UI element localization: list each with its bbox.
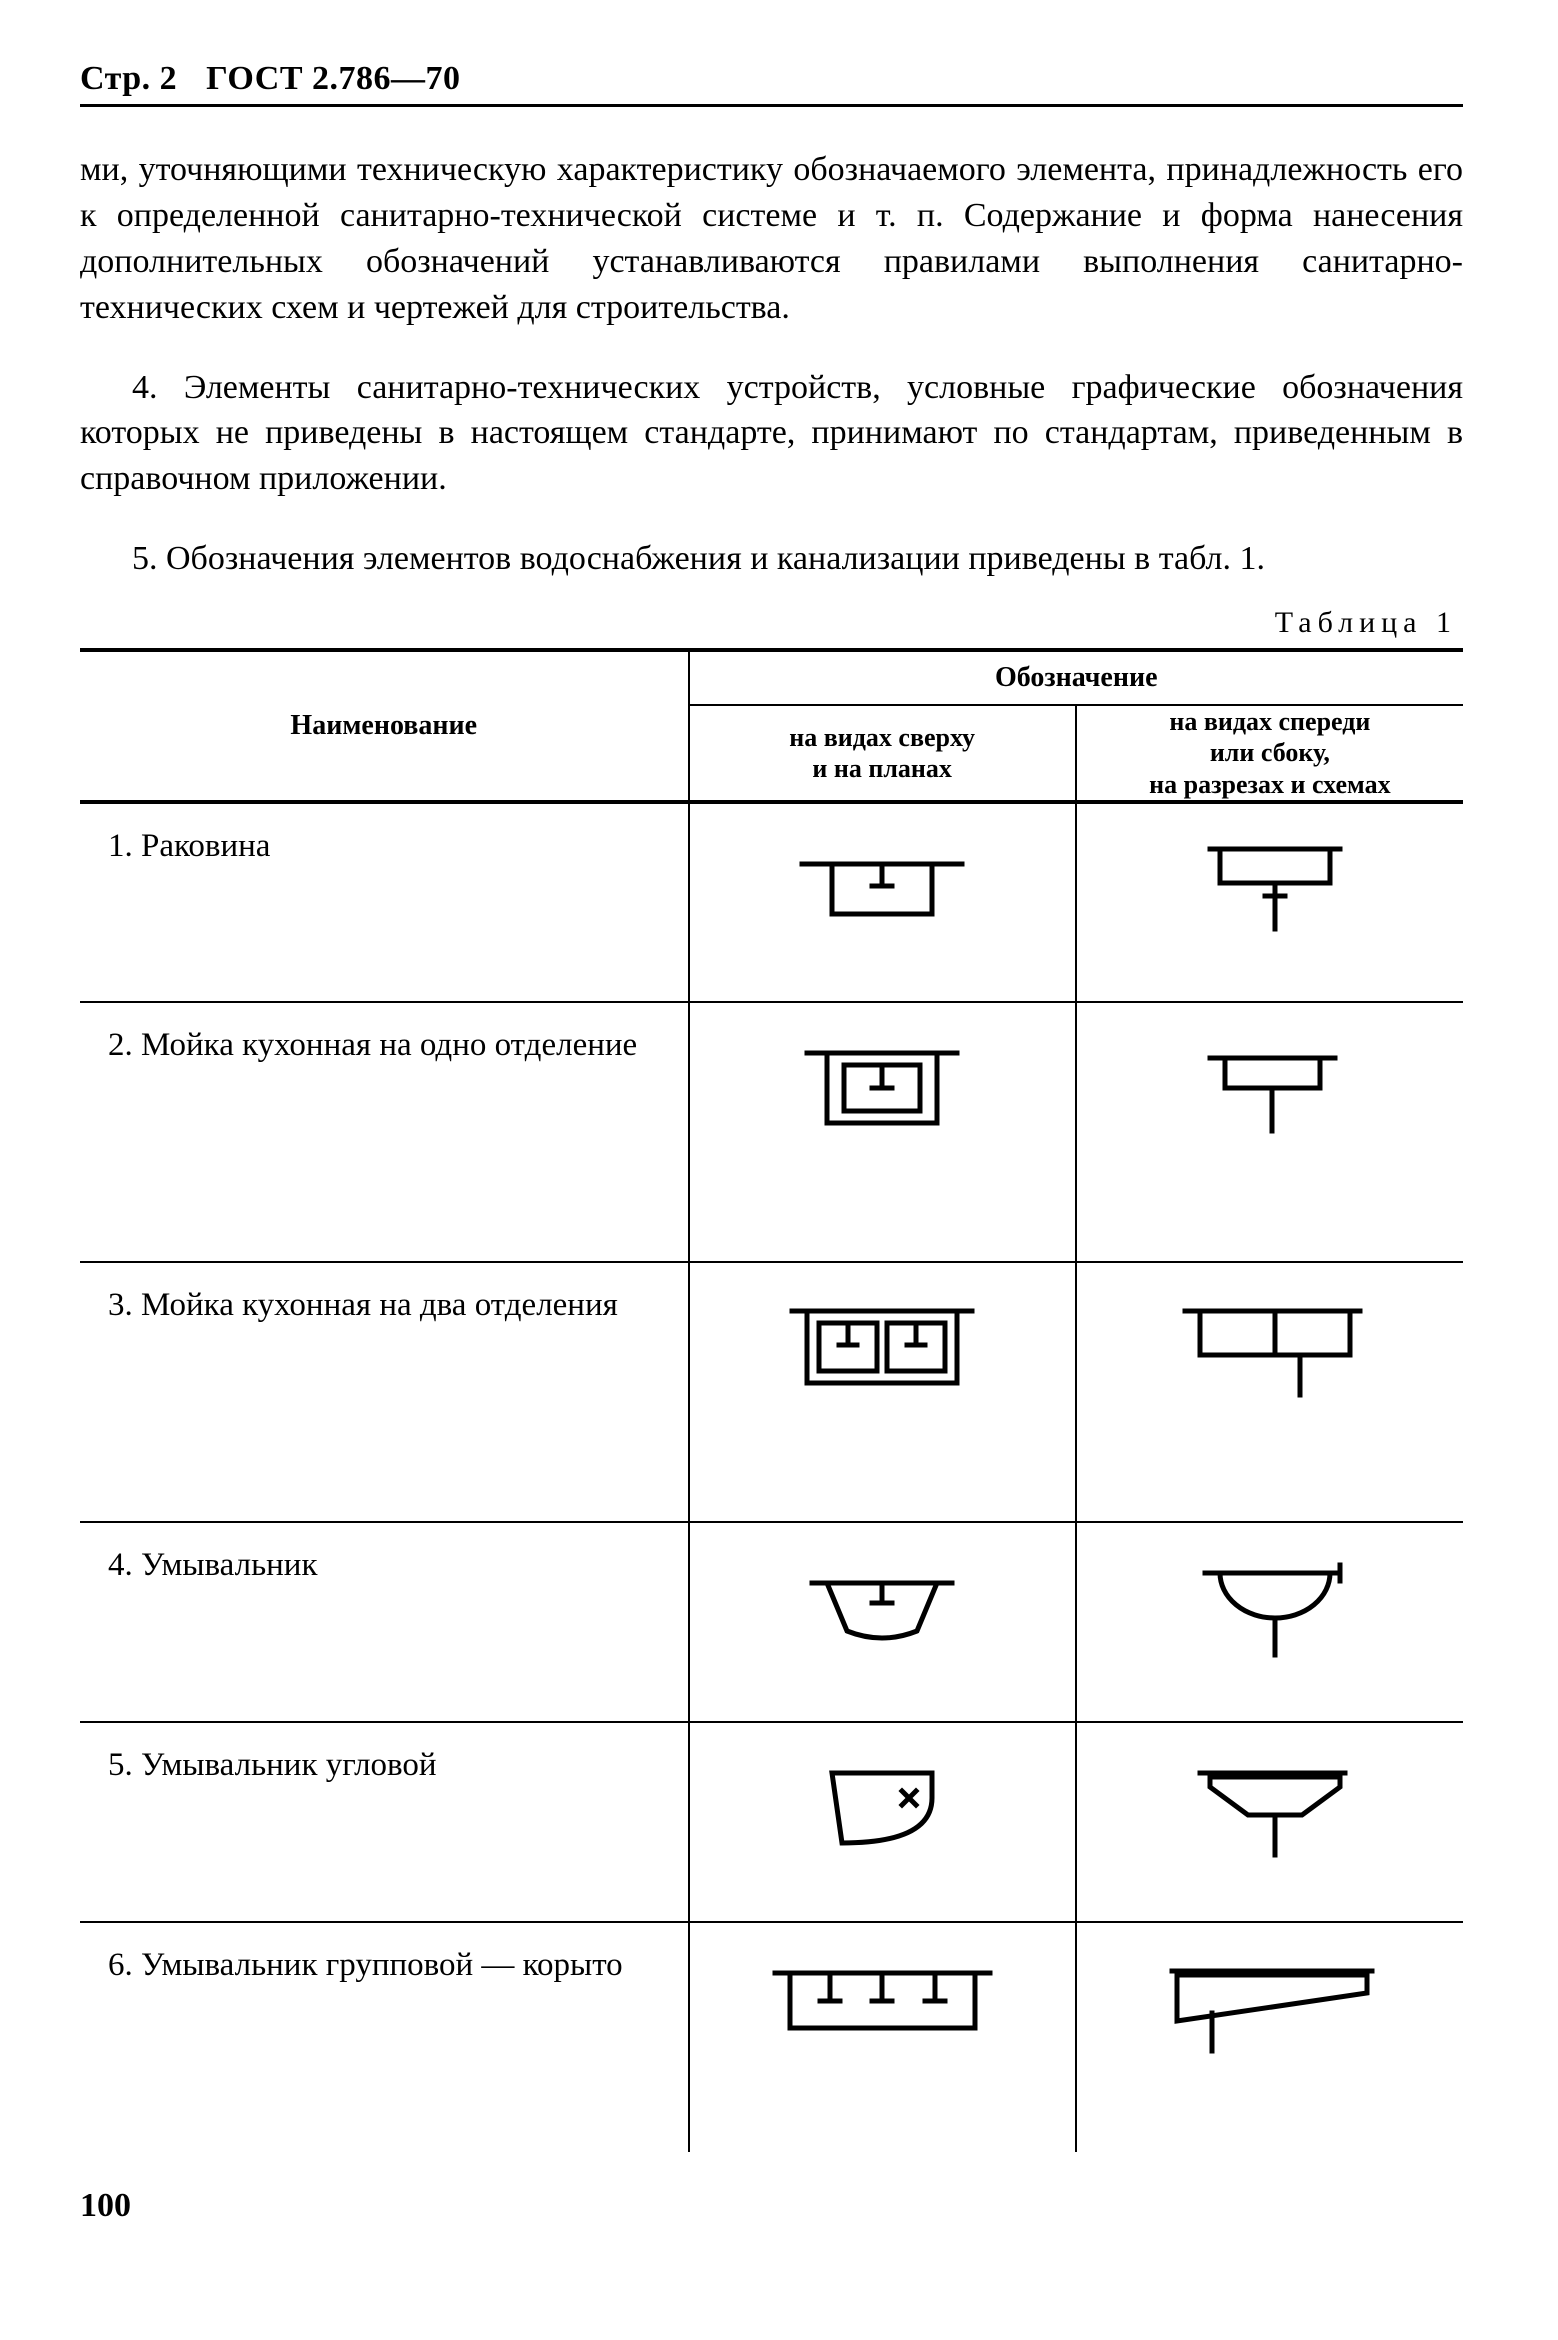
cell-name: 1. Раковина [80, 802, 689, 1002]
cell-plan-symbol [689, 1002, 1076, 1262]
cell-plan-symbol [689, 1722, 1076, 1922]
paragraph-2: 4. Элементы санитарно-технических устрой… [80, 365, 1463, 503]
cell-side-symbol [1076, 1922, 1463, 2152]
cell-name: 3. Мойка кухонная на два отделения [80, 1262, 689, 1522]
table-row: 3. Мойка кухонная на два отделения [80, 1262, 1463, 1522]
paragraph-3: 5. Обозначения элементов водоснабжения и… [80, 536, 1463, 582]
cell-side-symbol [1076, 1002, 1463, 1262]
page-label: Стр. 2 [80, 60, 177, 97]
table-caption: Таблица 1 [80, 606, 1457, 640]
table-row: 2. Мойка кухонная на одно отделение [80, 1002, 1463, 1262]
cell-plan-symbol [689, 1522, 1076, 1722]
cell-side-symbol [1076, 1722, 1463, 1922]
standard-code: ГОСТ 2.786—70 [206, 60, 460, 97]
th-plan: на видах сверхуи на планах [689, 705, 1076, 802]
cell-name: 5. Умывальник угловой [80, 1722, 689, 1922]
symbols-table: Наименование Обозначение на видах сверху… [80, 648, 1463, 2152]
cell-name: 6. Умывальник групповой — корыто [80, 1922, 689, 2152]
cell-side-symbol [1076, 1262, 1463, 1522]
th-name: Наименование [80, 650, 689, 802]
page-number: 100 [80, 2187, 131, 2225]
table-row: 1. Раковина [80, 802, 1463, 1002]
page-header: Стр. 2 ГОСТ 2.786—70 [80, 60, 1463, 107]
cell-side-symbol [1076, 802, 1463, 1002]
table-row: 5. Умывальник угловой [80, 1722, 1463, 1922]
cell-plan-symbol [689, 1922, 1076, 2152]
cell-name: 4. Умывальник [80, 1522, 689, 1722]
page: Стр. 2 ГОСТ 2.786—70 ми, уточняющими тех… [0, 0, 1558, 2340]
th-side: на видах спередиили сбоку,на разрезах и … [1076, 705, 1463, 802]
cell-name: 2. Мойка кухонная на одно отделение [80, 1002, 689, 1262]
cell-plan-symbol [689, 1262, 1076, 1522]
th-group: Обозначение [689, 650, 1463, 705]
cell-side-symbol [1076, 1522, 1463, 1722]
paragraph-1: ми, уточняющими техническую характеристи… [80, 147, 1463, 331]
cell-plan-symbol [689, 802, 1076, 1002]
table-row: 4. Умывальник [80, 1522, 1463, 1722]
table-row: 6. Умывальник групповой — корыто [80, 1922, 1463, 2152]
